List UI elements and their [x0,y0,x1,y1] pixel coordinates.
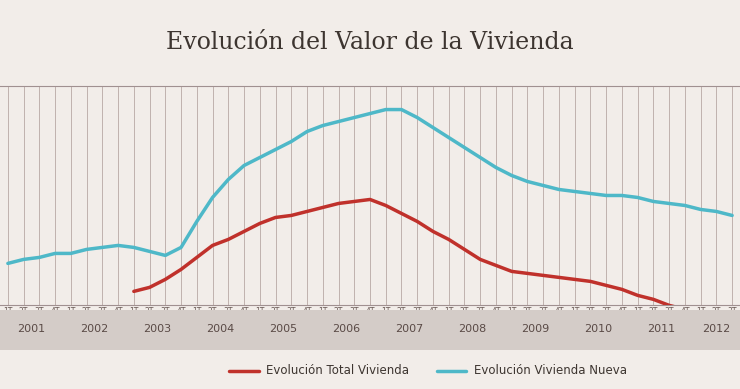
Text: 2011: 2011 [648,324,676,334]
Text: 2009: 2009 [521,324,549,334]
FancyBboxPatch shape [315,310,378,350]
FancyBboxPatch shape [378,310,441,350]
Text: 2008: 2008 [458,324,486,334]
FancyBboxPatch shape [567,310,630,350]
FancyBboxPatch shape [504,310,567,350]
Text: 2007: 2007 [395,324,423,334]
Text: 2003: 2003 [144,324,172,334]
FancyBboxPatch shape [252,310,315,350]
FancyBboxPatch shape [189,310,252,350]
Text: Evolución Total Vivienda: Evolución Total Vivienda [266,364,409,377]
FancyBboxPatch shape [693,310,740,350]
FancyBboxPatch shape [63,310,126,350]
Text: 2005: 2005 [269,324,297,334]
FancyBboxPatch shape [441,310,504,350]
FancyBboxPatch shape [630,310,693,350]
Text: 2012: 2012 [702,324,730,334]
Text: 2010: 2010 [585,324,613,334]
Text: 2001: 2001 [18,324,46,334]
Text: 2004: 2004 [206,324,235,334]
Text: 2006: 2006 [332,324,360,334]
Text: Evolución del Valor de la Vivienda: Evolución del Valor de la Vivienda [166,31,574,54]
Text: Evolución Vivienda Nueva: Evolución Vivienda Nueva [474,364,627,377]
FancyBboxPatch shape [126,310,189,350]
FancyBboxPatch shape [0,310,63,350]
Text: 2002: 2002 [81,324,109,334]
